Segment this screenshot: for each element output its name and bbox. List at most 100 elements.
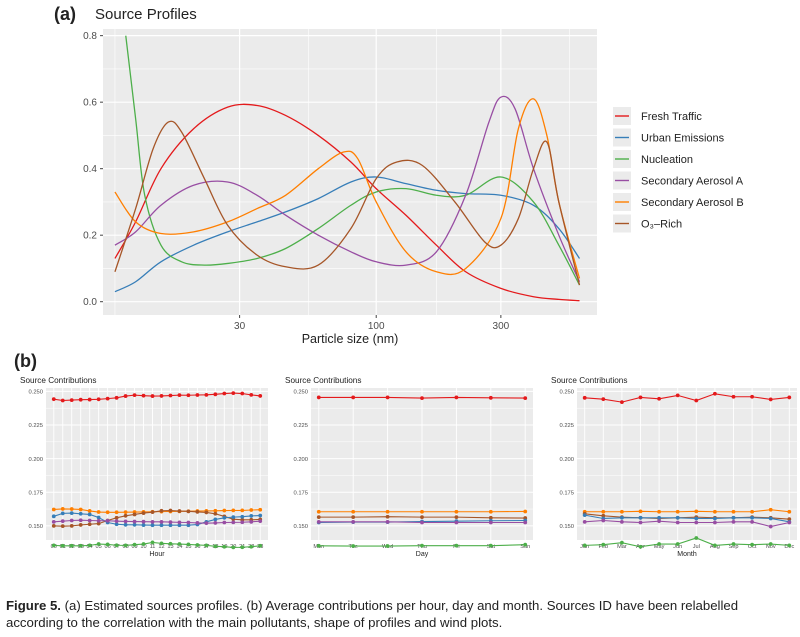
series-nucleation-point	[204, 543, 209, 548]
monthly-contributions-y-tick-label: 0.225	[559, 423, 574, 429]
series-secondary-aerosol-a-point	[620, 519, 624, 524]
series-o-rich-point	[454, 515, 459, 520]
series-nucleation-point	[87, 543, 92, 548]
series-secondary-aerosol-b-point	[105, 510, 110, 515]
series-secondary-aerosol-a-point	[123, 519, 128, 524]
legend-label-secondary-aerosol-a: Secondary Aerosol A	[641, 176, 744, 188]
series-secondary-aerosol-a-point	[523, 520, 528, 525]
series-o-rich-point	[420, 515, 424, 520]
series-urban-emissions-point	[141, 523, 146, 527]
series-urban-emissions-point	[638, 515, 643, 520]
series-o-rich-point	[51, 523, 56, 528]
series-urban-emissions-point	[132, 522, 137, 527]
hourly-contributions-title: Source Contributions	[20, 376, 96, 385]
series-urban-emissions-point	[87, 512, 92, 517]
series-secondary-aerosol-a-point	[787, 520, 792, 525]
series-secondary-aerosol-b-point	[620, 509, 624, 514]
series-fresh-traffic-point	[96, 397, 101, 402]
series-secondary-aerosol-b-point	[694, 509, 699, 514]
monthly-contributions-x-tick-label: May	[654, 544, 665, 550]
series-nucleation-point	[601, 542, 606, 547]
series-secondary-aerosol-a-point	[60, 519, 65, 524]
series-secondary-aerosol-b-point	[731, 509, 736, 514]
series-nucleation-point	[582, 543, 587, 548]
series-secondary-aerosol-a-point	[316, 519, 321, 524]
series-fresh-traffic-point	[186, 393, 191, 398]
daily-contributions-y-tick-label: 0.250	[293, 390, 308, 396]
hourly-contributions-x-tick-label: 11	[150, 544, 156, 550]
series-fresh-traffic-point	[750, 394, 754, 399]
monthly-contributions-x-tick-label: Jul	[693, 544, 700, 550]
series-secondary-aerosol-a-point	[768, 524, 773, 529]
monthly-contributions-chart: Source Contributions 0.150 0.175 0.200 0.225…	[551, 376, 797, 558]
legend-label-o-rich: O₃–Rich	[641, 219, 682, 231]
hourly-contributions-x-tick-label: 13	[167, 544, 173, 550]
series-secondary-aerosol-b-point	[60, 507, 65, 511]
monthly-contributions-x-tick-label: Oct	[748, 544, 757, 550]
caption-text: (a) Estimated sources profiles. (b) Aver…	[6, 598, 739, 630]
series-secondary-aerosol-b-point	[657, 509, 661, 514]
series-fresh-traffic-point	[69, 398, 74, 403]
series-secondary-aerosol-a-point	[694, 520, 699, 525]
series-nucleation-point	[713, 543, 717, 548]
series-secondary-aerosol-a-point	[231, 520, 236, 525]
series-secondary-aerosol-a-point	[96, 518, 101, 523]
daily-contributions-x-tick-label: Sun	[520, 544, 530, 550]
series-fresh-traffic-point	[168, 393, 173, 398]
series-secondary-aerosol-b-point	[231, 508, 236, 513]
series-secondary-aerosol-b-point	[78, 507, 83, 512]
series-fresh-traffic-point	[420, 396, 424, 400]
series-secondary-aerosol-a-point	[582, 519, 587, 524]
series-fresh-traffic-point	[787, 395, 792, 400]
monthly-contributions-x-axis-label: Month	[677, 551, 697, 558]
series-secondary-aerosol-a-point	[731, 519, 736, 524]
monthly-contributions-x-tick-label: Feb	[598, 544, 608, 550]
series-o-rich-line	[584, 513, 790, 520]
series-nucleation-point	[787, 543, 792, 548]
series-nucleation-point	[488, 543, 493, 548]
series-secondary-aerosol-a-point	[240, 520, 245, 525]
source-profiles-legend: Fresh Traffic Urban Emissions Nucleation Se…	[613, 107, 744, 233]
series-nucleation-point	[385, 544, 390, 548]
legend-label-fresh-traffic: Fresh Traffic	[641, 111, 702, 123]
series-secondary-aerosol-b-point	[488, 509, 493, 514]
series-secondary-aerosol-a-point	[195, 521, 200, 525]
series-urban-emissions-point	[69, 511, 74, 515]
series-secondary-aerosol-b-point	[96, 510, 101, 514]
series-o-rich-point	[351, 515, 356, 520]
series-secondary-aerosol-b-point	[123, 510, 128, 515]
caption-label: Figure 5.	[6, 598, 61, 613]
series-fresh-traffic-point	[141, 393, 146, 398]
hourly-contributions-y-tick-label: 0.150	[28, 524, 43, 530]
series-fresh-traffic-point	[523, 396, 528, 400]
series-fresh-traffic-line	[584, 393, 790, 403]
series-nucleation-point	[177, 542, 182, 546]
hourly-contributions-y-tick-label: 0.250	[28, 390, 43, 396]
series-fresh-traffic-point	[195, 393, 200, 397]
hourly-contributions-x-tick-label: 06	[105, 544, 111, 550]
monthly-contributions-x-tick-label: Mar	[617, 544, 627, 550]
series-secondary-aerosol-a-point	[222, 520, 227, 525]
series-nucleation-point	[195, 543, 200, 547]
source-profiles-plot-area	[103, 29, 597, 315]
series-nucleation-point	[150, 540, 155, 545]
series-secondary-aerosol-b-point	[385, 509, 390, 514]
series-o-rich-point	[204, 510, 209, 515]
series-fresh-traffic-point	[258, 394, 263, 398]
source-profiles-x-tick-label: 30	[234, 321, 246, 332]
series-secondary-aerosol-a-point	[186, 520, 191, 525]
series-urban-emissions-point	[60, 511, 65, 516]
series-secondary-aerosol-b-point	[523, 509, 528, 514]
series-secondary-aerosol-a-point	[713, 520, 717, 525]
series-o-rich-line	[114, 120, 581, 286]
series-secondary-aerosol-a-point	[159, 519, 164, 524]
panel-b-tag: (b)	[14, 351, 37, 371]
series-urban-emissions-point	[168, 523, 173, 528]
daily-contributions-y-tick-label: 0.200	[293, 457, 308, 463]
source-profiles-chart: 0.0 0.2 0.4 0.6 0.8 30 100 300 Particle size (…	[83, 29, 744, 346]
daily-contributions-y-tick-label: 0.225	[293, 423, 308, 429]
series-fresh-traffic-point	[222, 391, 227, 396]
series-nucleation-point	[231, 545, 236, 550]
series-secondary-aerosol-b-point	[454, 509, 459, 514]
series-nucleation-point	[51, 543, 56, 548]
